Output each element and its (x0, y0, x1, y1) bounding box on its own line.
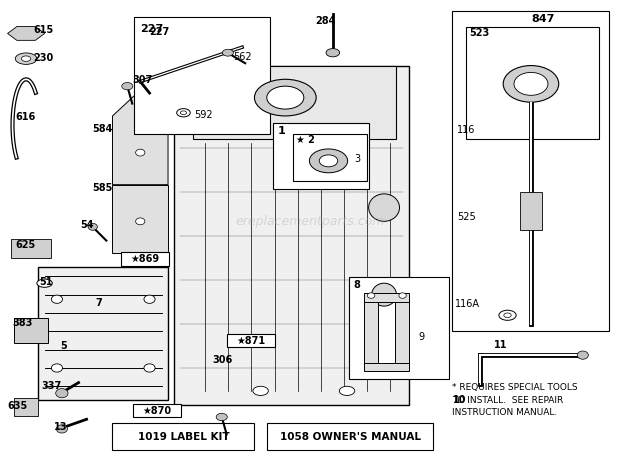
Bar (228, 334, 275, 347)
Polygon shape (174, 65, 409, 405)
Ellipse shape (22, 56, 31, 61)
Bar (112, 423, 254, 450)
Text: 13: 13 (54, 422, 68, 431)
Bar (520, 192, 542, 230)
Text: 847: 847 (531, 14, 555, 24)
Bar (11, 239, 51, 258)
Bar (452, 11, 609, 331)
Polygon shape (112, 185, 168, 254)
Text: 3: 3 (355, 154, 361, 165)
Text: 5: 5 (61, 341, 68, 351)
Text: * REQUIRES SPECIAL TOOLS
TO INSTALL.  SEE REPAIR
INSTRUCTION MANUAL.: * REQUIRES SPECIAL TOOLS TO INSTALL. SEE… (452, 383, 578, 417)
Text: 1: 1 (277, 125, 285, 136)
Text: 525: 525 (457, 212, 476, 222)
Ellipse shape (503, 65, 559, 102)
Bar (349, 277, 449, 379)
Ellipse shape (577, 351, 588, 359)
Text: 306: 306 (213, 355, 232, 365)
Ellipse shape (368, 293, 375, 298)
Ellipse shape (122, 83, 133, 90)
Ellipse shape (326, 48, 340, 57)
Text: 116A: 116A (455, 299, 480, 309)
Text: 625: 625 (15, 240, 35, 250)
Ellipse shape (144, 295, 155, 303)
Text: 307: 307 (132, 75, 153, 85)
Ellipse shape (177, 109, 190, 117)
Ellipse shape (136, 218, 145, 225)
Bar (365, 298, 378, 369)
Bar (293, 134, 367, 181)
Text: 562: 562 (233, 52, 252, 62)
Ellipse shape (16, 53, 37, 65)
Text: 635: 635 (7, 401, 28, 411)
Text: 116: 116 (457, 124, 476, 135)
Text: 51: 51 (40, 277, 53, 287)
Text: 8: 8 (353, 279, 360, 290)
Ellipse shape (253, 386, 268, 396)
Polygon shape (7, 27, 45, 41)
Bar (267, 423, 433, 450)
Bar (466, 27, 599, 139)
Ellipse shape (267, 86, 304, 109)
Polygon shape (193, 65, 396, 139)
Bar (14, 318, 48, 343)
Text: 584: 584 (93, 124, 113, 134)
Text: 615: 615 (33, 25, 54, 35)
Bar (133, 404, 181, 418)
Text: 1019 LABEL KIT: 1019 LABEL KIT (138, 431, 229, 442)
Text: ★ 2: ★ 2 (296, 135, 316, 145)
Text: 230: 230 (33, 53, 54, 63)
Ellipse shape (339, 386, 355, 396)
Ellipse shape (136, 149, 145, 156)
Text: 9: 9 (418, 332, 424, 342)
Text: 54: 54 (81, 220, 94, 230)
Bar (365, 293, 409, 302)
Ellipse shape (499, 310, 516, 320)
Polygon shape (38, 267, 168, 400)
Bar (134, 18, 270, 134)
Text: 592: 592 (194, 110, 213, 120)
Ellipse shape (51, 295, 63, 303)
Text: 10: 10 (453, 395, 467, 405)
Text: 227: 227 (149, 27, 170, 37)
Text: ★869: ★869 (130, 254, 159, 264)
Ellipse shape (369, 194, 399, 221)
Ellipse shape (399, 293, 406, 298)
Ellipse shape (88, 224, 97, 230)
Text: 337: 337 (42, 381, 62, 391)
Ellipse shape (144, 364, 155, 372)
Bar (14, 398, 38, 416)
Ellipse shape (216, 414, 228, 420)
Text: 11: 11 (494, 340, 507, 350)
Text: 585: 585 (93, 183, 113, 193)
Ellipse shape (56, 389, 68, 398)
Text: 227: 227 (140, 24, 164, 34)
Text: 523: 523 (469, 29, 490, 38)
Ellipse shape (254, 79, 316, 116)
Ellipse shape (504, 313, 511, 318)
Text: 1058 OWNER'S MANUAL: 1058 OWNER'S MANUAL (280, 431, 420, 442)
Bar (120, 253, 169, 266)
Text: ereplacementparts.com: ereplacementparts.com (235, 215, 385, 228)
Ellipse shape (372, 283, 396, 306)
Text: 284: 284 (315, 16, 335, 26)
Ellipse shape (223, 49, 234, 56)
Bar (395, 298, 409, 369)
Text: 383: 383 (12, 318, 33, 328)
Ellipse shape (56, 425, 68, 433)
Text: 7: 7 (95, 298, 102, 308)
Text: ★871: ★871 (237, 336, 266, 345)
Ellipse shape (180, 111, 187, 115)
Ellipse shape (319, 155, 338, 167)
Bar (273, 123, 369, 189)
Text: 616: 616 (15, 112, 35, 122)
Ellipse shape (51, 364, 63, 372)
Bar (365, 363, 409, 371)
Ellipse shape (37, 279, 52, 287)
Text: ★870: ★870 (143, 406, 172, 415)
Ellipse shape (514, 72, 548, 95)
Polygon shape (112, 93, 168, 185)
Ellipse shape (309, 149, 348, 173)
